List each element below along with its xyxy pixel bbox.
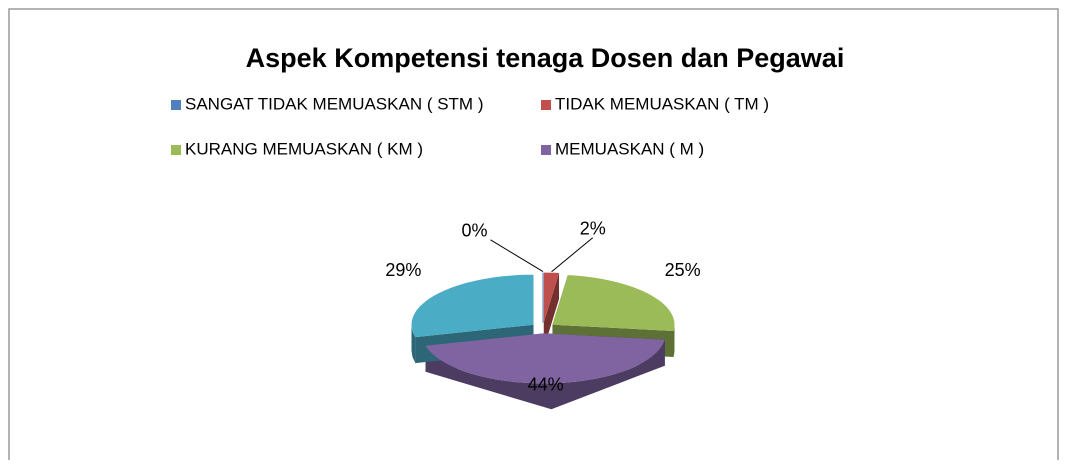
slice <box>543 272 559 323</box>
data-label: 2% <box>580 219 606 239</box>
legend-label: MEMUASKAN ( M ) <box>555 139 704 158</box>
legend-marker <box>171 145 181 155</box>
legend-label: KURANG MEMUASKAN ( KM ) <box>185 139 423 158</box>
data-label: 29% <box>385 260 421 280</box>
legend-marker <box>541 145 551 155</box>
legend-marker <box>541 100 551 110</box>
slice-side <box>411 324 416 364</box>
legend-label: TIDAK MEMUASKAN ( TM ) <box>555 94 769 113</box>
slice-side <box>425 339 665 410</box>
leader-line <box>551 237 594 273</box>
legend-label: SANGAT TIDAK MEMUASKAN ( STM ) <box>185 94 483 113</box>
data-label: 25% <box>665 260 701 280</box>
slice <box>411 274 534 338</box>
slice-side <box>673 324 675 357</box>
chart-title: Aspek Kompetensi tenaga Dosen dan Pegawa… <box>246 43 845 73</box>
legend-marker <box>171 100 181 110</box>
leader-line <box>490 239 544 273</box>
data-label: 0% <box>461 221 487 241</box>
slice-wall <box>543 273 560 349</box>
slice <box>552 275 675 331</box>
data-label: 44% <box>528 375 564 395</box>
slice <box>425 333 665 384</box>
